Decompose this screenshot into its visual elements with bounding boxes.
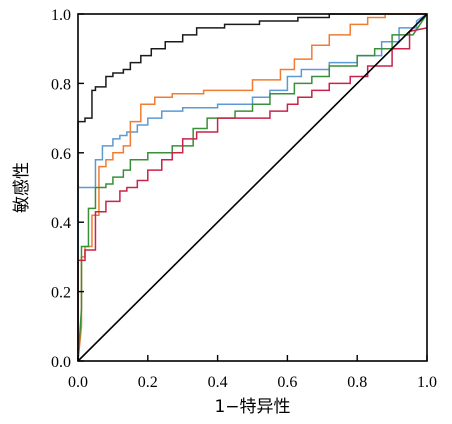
x-tick-label: 0.4 bbox=[208, 374, 228, 391]
x-tick-label: 0.6 bbox=[277, 374, 297, 391]
x-tick-label: 0.8 bbox=[347, 374, 367, 391]
y-tick-label: 0.0 bbox=[51, 354, 71, 371]
y-tick-label: 0.2 bbox=[51, 285, 71, 302]
x-tick-label: 0.2 bbox=[138, 374, 158, 391]
x-tick-label: 0.0 bbox=[68, 374, 88, 391]
roc-curve-4 bbox=[77, 13, 428, 362]
x-axis-title: 1−特异性 bbox=[214, 397, 290, 417]
y-tick-label: 0.8 bbox=[51, 76, 71, 93]
plot-frame bbox=[77, 13, 428, 362]
y-axis-title: 敏感性 bbox=[12, 162, 32, 213]
x-tick-label: 1.0 bbox=[417, 374, 437, 391]
series-layer bbox=[77, 13, 428, 362]
y-tick-label: 1.0 bbox=[51, 7, 71, 24]
x-axis: 0.0 0.2 0.4 0.6 0.8 1.0 bbox=[68, 355, 437, 391]
y-axis: 0.0 0.2 0.4 0.6 0.8 1.0 bbox=[51, 7, 84, 371]
reference-diagonal-line bbox=[77, 13, 428, 362]
y-tick-label: 0.6 bbox=[51, 146, 71, 163]
roc-curve-5 bbox=[77, 27, 428, 361]
roc-curve-3 bbox=[77, 13, 427, 362]
y-tick-label: 0.4 bbox=[51, 215, 71, 232]
roc-curve-1 bbox=[77, 13, 427, 361]
